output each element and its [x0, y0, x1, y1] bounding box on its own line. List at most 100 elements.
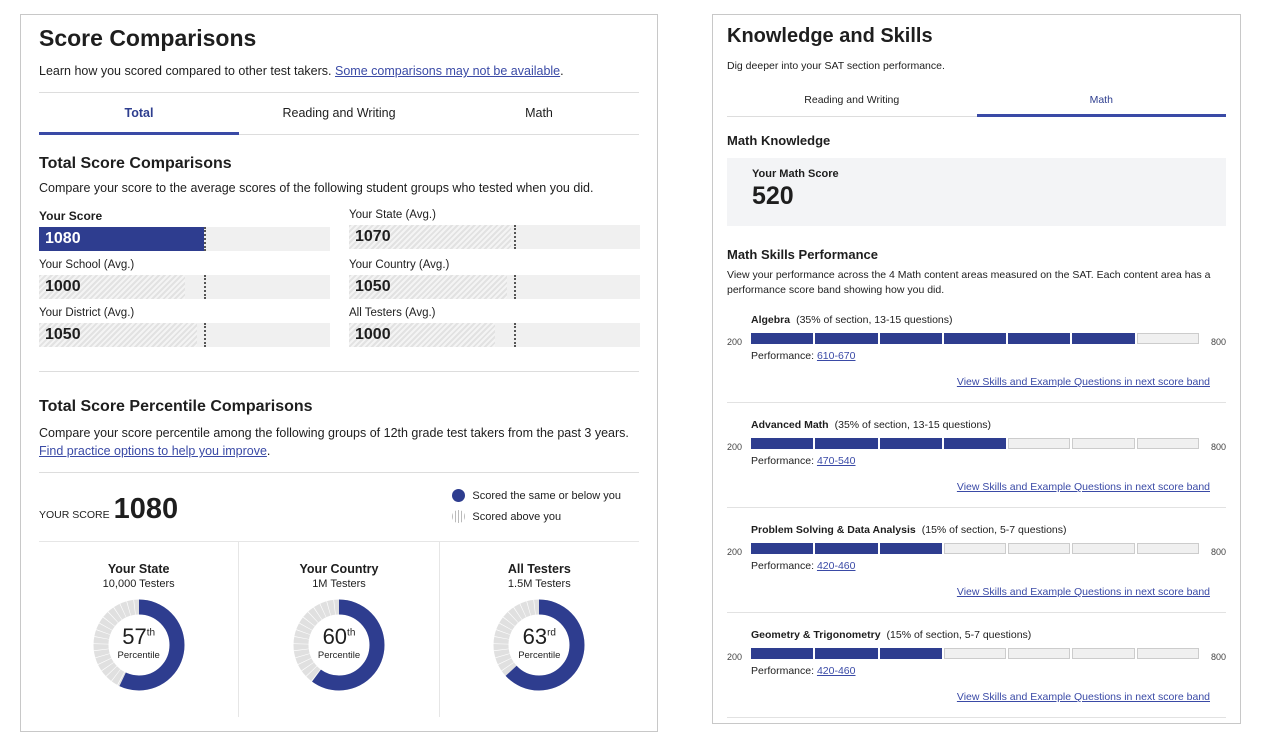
next-score-band-link[interactable]: View Skills and Example Questions in nex… — [956, 481, 1210, 493]
band-segment — [751, 543, 814, 554]
band-segment — [815, 543, 878, 554]
bar-fill — [39, 227, 204, 251]
score-bar: 1000 — [39, 275, 330, 299]
comparisons-availability-link[interactable]: Some comparisons may not be available — [335, 64, 561, 78]
bar-value: 1050 — [45, 326, 81, 343]
tab-math[interactable]: Math — [976, 84, 1226, 117]
band-segment — [879, 648, 942, 659]
performance-band — [751, 648, 1199, 659]
band-segment — [815, 648, 878, 659]
bar-fill — [39, 323, 197, 347]
performance-band-link[interactable]: 420-460 — [816, 560, 856, 572]
your-score-marker — [513, 275, 516, 299]
percentile-heading: Total Score Percentile Comparisons — [39, 398, 313, 415]
your-score: YOUR SCORE 1080 — [39, 493, 179, 525]
your-score-marker — [203, 227, 206, 251]
performance-band — [751, 543, 1199, 554]
bar-value: 1050 — [355, 278, 391, 295]
bar-label: Your District (Avg.) — [39, 307, 135, 319]
bar-label: Your State (Avg.) — [349, 209, 436, 221]
next-score-band-link[interactable]: View Skills and Example Questions in nex… — [956, 586, 1210, 598]
math-score: 520 — [752, 182, 794, 210]
next-score-band-link[interactable]: View Skills and Example Questions in nex… — [956, 691, 1210, 703]
bar-value: 1070 — [355, 228, 391, 245]
bar-label: Your Score — [39, 209, 103, 223]
score-bar: 1070 — [349, 225, 640, 249]
band-segment — [1072, 438, 1135, 449]
score-comparisons-desc: Compare your score to the average scores… — [39, 181, 594, 195]
bar-fill — [349, 323, 495, 347]
band-segment — [1072, 333, 1135, 344]
tab-math[interactable]: Math — [525, 106, 553, 120]
skill-item: Algebra (35% of section, 13-15 questions)… — [727, 298, 1226, 403]
bar-fill — [39, 275, 185, 299]
score-bars: Your Score 1080 Your State (Avg.) 1070 Y… — [39, 209, 640, 347]
score-bar-item: Your Score 1080 — [39, 209, 330, 251]
percentile-value: 60th — [322, 624, 356, 649]
bar-fill — [349, 225, 512, 249]
practice-options-link[interactable]: Find practice options to help you improv… — [39, 444, 267, 458]
percentile-donut: 57th Percentile — [92, 598, 186, 692]
performance-band — [751, 333, 1199, 344]
percentile-value: 57th — [122, 624, 156, 649]
bar-label: All Testers (Avg.) — [349, 307, 436, 319]
your-score-marker — [203, 323, 206, 347]
score-bar: 1050 — [349, 275, 640, 299]
your-score-marker — [203, 275, 206, 299]
bar-value: 1080 — [45, 230, 81, 247]
knowledge-tabs: Reading and Writing Math — [727, 84, 1226, 117]
band-segment — [1136, 543, 1199, 554]
bar-value: 1000 — [45, 278, 81, 295]
skill-item: Problem Solving & Data Analysis (15% of s… — [727, 508, 1226, 613]
intro-text: Learn how you scored compared to other t… — [39, 64, 564, 78]
score-comparisons-heading: Total Score Comparisons — [39, 155, 232, 172]
legend: Scored the same or below you Scored abov… — [452, 489, 621, 531]
knowledge-title: Knowledge and Skills — [727, 25, 933, 47]
band-segment — [943, 333, 1007, 344]
score-comparisons-panel: Score Comparisons Learn how you scored c… — [20, 14, 658, 732]
band-segment — [1136, 648, 1199, 659]
percentile-value: 63rd — [522, 624, 556, 649]
tab-total[interactable]: Total — [39, 93, 239, 135]
band-segment — [1008, 438, 1071, 449]
band-segment — [1008, 648, 1071, 659]
donut-below — [293, 599, 385, 691]
band-segment — [1136, 438, 1199, 449]
tab-reading-writing[interactable]: Reading and Writing — [804, 94, 900, 106]
skill-item: Geometry & Trigonometry (15% of section, … — [727, 613, 1226, 718]
percentile-donut: 63rd Percentile — [492, 598, 586, 692]
legend-above-icon — [452, 510, 466, 523]
band-segment — [1136, 333, 1199, 344]
band-segment — [751, 438, 814, 449]
performance-band — [751, 438, 1199, 449]
your-score-marker — [513, 323, 516, 347]
score-bar-item: All Testers (Avg.) 1000 — [349, 307, 640, 347]
percentile-group: All Testers 1.5M Testers 63rd Percentile — [438, 542, 639, 717]
math-knowledge-heading: Math Knowledge — [727, 133, 831, 148]
donut-below — [493, 599, 585, 691]
score-bar-item: Your School (Avg.) 1000 — [39, 259, 330, 299]
knowledge-intro: Dig deeper into your SAT section perform… — [727, 60, 945, 72]
percentile-group: Your State 10,000 Testers 57th Percentil… — [39, 542, 238, 717]
score-bar-item: Your Country (Avg.) 1050 — [349, 259, 640, 299]
page-title: Score Comparisons — [39, 25, 257, 51]
donut-below — [93, 599, 185, 691]
percentile-donut: 60th Percentile — [292, 598, 386, 692]
band-segment — [751, 648, 814, 659]
band-segment — [1008, 543, 1071, 554]
performance-band-link[interactable]: 420-460 — [816, 665, 856, 677]
performance-band-link[interactable]: 470-540 — [816, 455, 856, 467]
score-bar: 1050 — [39, 323, 330, 347]
band-segment — [943, 543, 1007, 554]
band-segment — [879, 438, 942, 449]
band-segment — [1072, 648, 1135, 659]
knowledge-skills-panel: Knowledge and Skills Dig deeper into you… — [712, 14, 1241, 724]
score-bar: 1080 — [39, 227, 330, 251]
performance-band-link[interactable]: 610-670 — [816, 350, 856, 362]
band-segment — [879, 333, 942, 344]
bar-label: Your School (Avg.) — [39, 259, 135, 271]
band-segment — [879, 543, 942, 554]
tab-reading-writing[interactable]: Reading and Writing — [282, 106, 396, 120]
next-score-band-link[interactable]: View Skills and Example Questions in nex… — [956, 376, 1210, 388]
band-segment — [751, 333, 814, 344]
